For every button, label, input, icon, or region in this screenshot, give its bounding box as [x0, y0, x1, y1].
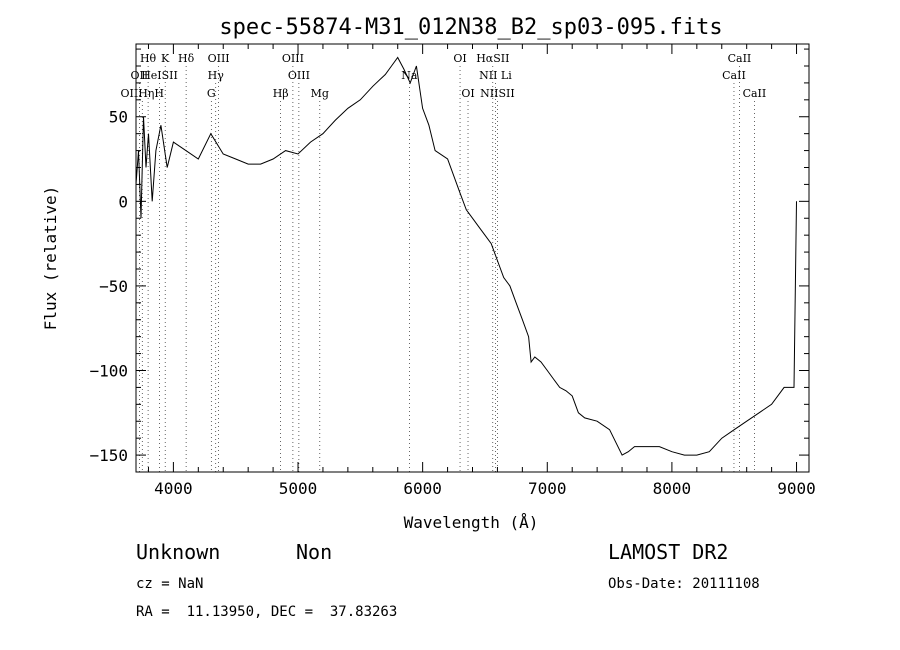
- line-marker-label: Hβ: [273, 87, 289, 100]
- obs-date-label: Obs-Date: 20111108: [608, 576, 760, 592]
- line-marker-label: NII Li: [479, 69, 512, 82]
- y-tick-label: −50: [99, 277, 128, 296]
- line-marker-label: Mg: [311, 87, 329, 100]
- line-marker-label: CaII: [728, 52, 752, 65]
- x-tick-label: 7000: [528, 479, 567, 498]
- subclass-label: Non: [296, 540, 333, 564]
- x-tick-label: 6000: [403, 479, 442, 498]
- line-marker-label: G: [207, 87, 216, 100]
- line-marker-label: Hδ: [178, 52, 195, 65]
- line-marker-label: CaII: [722, 69, 746, 82]
- y-tick-label: 0: [118, 192, 128, 211]
- plot-frame: [135, 43, 810, 473]
- line-marker-label: K: [161, 52, 170, 65]
- line-marker-label: Hγ: [208, 69, 225, 82]
- cz-label: cz = NaN: [136, 576, 204, 592]
- line-marker-label: OIII: [282, 52, 304, 65]
- y-tick-label: 50: [109, 108, 128, 127]
- line-marker-label: OIII: [288, 69, 310, 82]
- line-marker-label: OI: [461, 87, 474, 100]
- x-tick-label: 9000: [777, 479, 816, 498]
- spectrum-line: [135, 56, 797, 456]
- y-tick-label: −150: [89, 446, 128, 465]
- line-marker-label: OI: [453, 52, 466, 65]
- line-marker-label: NIISII: [480, 87, 515, 100]
- x-tick-label: 8000: [653, 479, 692, 498]
- survey-label: LAMOST DR2: [608, 540, 729, 564]
- x-axis-label: Wavelength (Å): [404, 513, 539, 532]
- line-marker-label: HαSII: [476, 52, 509, 65]
- class-label: Unknown: [136, 540, 221, 564]
- axis-tick-layer: 4000 5000 6000 7000 8000 9000 −150 −100 −50 0 50: [89, 44, 816, 498]
- chart-title: spec-55874-M31_012N38_B2_sp03-095.fits: [219, 15, 722, 40]
- line-marker-label: OIIHηH: [120, 87, 163, 100]
- line-marker-label: CaII: [743, 87, 767, 100]
- coords-label: RA = 11.13950, DEC = 37.83263: [136, 604, 398, 620]
- x-tick-label: 4000: [154, 479, 193, 498]
- x-tick-label: 5000: [279, 479, 318, 498]
- line-marker-label: OII: [131, 69, 149, 82]
- line-marker-label: Hθ: [140, 52, 157, 65]
- line-marker-label: OIII: [208, 52, 230, 65]
- line-marker-label: HeISII: [141, 69, 178, 82]
- y-axis-label: Flux (relative): [41, 186, 60, 331]
- line-marker-label: Na: [401, 69, 418, 82]
- y-tick-label: −100: [89, 361, 128, 380]
